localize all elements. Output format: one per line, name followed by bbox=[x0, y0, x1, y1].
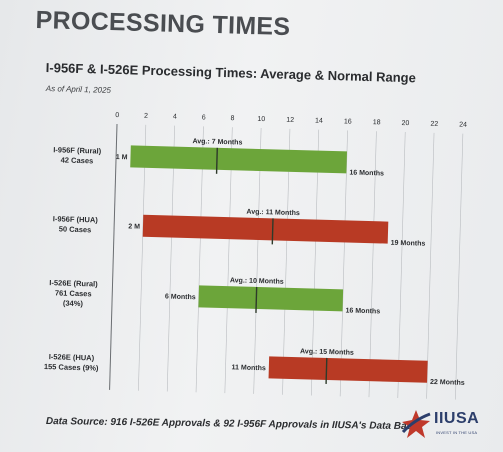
x-tick-label: 8 bbox=[230, 115, 234, 122]
max-label: 16 Months bbox=[349, 170, 384, 178]
average-marker bbox=[215, 147, 218, 174]
category-label: I-956F (HUA) bbox=[53, 214, 99, 224]
max-label: 16 Months bbox=[345, 307, 380, 315]
gridline bbox=[426, 132, 435, 399]
range-bar bbox=[268, 356, 428, 383]
min-label: 2 M bbox=[128, 223, 140, 230]
logo-subtext: INVEST IN THE USA bbox=[436, 430, 478, 435]
min-label: 6 Months bbox=[165, 293, 196, 301]
gridline bbox=[195, 126, 204, 393]
gridline bbox=[311, 129, 320, 396]
gridline bbox=[224, 127, 233, 394]
min-label: 1 M bbox=[116, 154, 128, 161]
x-tick-label: 16 bbox=[344, 118, 352, 125]
x-tick-label: 18 bbox=[373, 119, 381, 126]
x-tick-label: 6 bbox=[202, 114, 206, 121]
x-tick-label: 14 bbox=[315, 118, 323, 125]
x-tick-label: 10 bbox=[257, 116, 265, 123]
x-tick-label: 4 bbox=[173, 114, 177, 121]
category-label: I-956F (Rural) bbox=[53, 145, 102, 155]
x-tick-label: 24 bbox=[459, 122, 467, 129]
iiusa-logo: IIUSA INVEST IN THE USA bbox=[400, 406, 500, 446]
category-label: 761 Cases bbox=[55, 288, 92, 298]
max-label: 19 Months bbox=[391, 240, 426, 248]
gridline bbox=[282, 128, 291, 395]
y-axis-line bbox=[109, 123, 118, 390]
gridline bbox=[166, 125, 175, 392]
chart-plot-group: 0 2 4 6 8 10 12 14 16 18 20 22 24I-956F (Rural)42 Ca… bbox=[44, 112, 467, 400]
average-marker bbox=[325, 357, 328, 384]
category-label: (34%) bbox=[63, 299, 84, 309]
gridline bbox=[253, 128, 262, 394]
average-marker bbox=[271, 218, 274, 245]
gridline bbox=[397, 132, 406, 398]
category-label: I-526E (HUA) bbox=[49, 352, 95, 362]
average-marker bbox=[255, 286, 258, 313]
average-label: Avg.: 15 Months bbox=[300, 348, 354, 357]
range-bar bbox=[130, 145, 347, 174]
x-tick-label: 20 bbox=[401, 120, 409, 127]
gridline bbox=[368, 131, 377, 398]
category-label: I-526E (Rural) bbox=[49, 278, 98, 288]
gridline bbox=[339, 130, 348, 397]
gridline bbox=[455, 133, 464, 400]
min-label: 11 Months bbox=[231, 364, 266, 372]
star-arrow-icon bbox=[401, 410, 431, 438]
x-tick-label: 2 bbox=[144, 113, 148, 120]
category-label: 50 Cases bbox=[59, 224, 92, 234]
average-label: Avg.: 7 Months bbox=[192, 138, 242, 146]
average-label: Avg.: 10 Months bbox=[230, 277, 284, 286]
max-label: 22 Months bbox=[430, 379, 465, 387]
range-bar bbox=[198, 285, 344, 312]
category-label: 155 Cases (9%) bbox=[44, 362, 99, 373]
x-tick-label: 22 bbox=[430, 121, 438, 128]
x-tick-label: 0 bbox=[115, 112, 119, 119]
logo-text: IIUSA bbox=[434, 410, 480, 427]
range-bar bbox=[142, 214, 389, 244]
category-label: 42 Cases bbox=[61, 155, 94, 165]
gridline bbox=[138, 124, 147, 391]
x-tick-label: 12 bbox=[286, 117, 294, 124]
average-label: Avg.: 11 Months bbox=[246, 209, 300, 217]
